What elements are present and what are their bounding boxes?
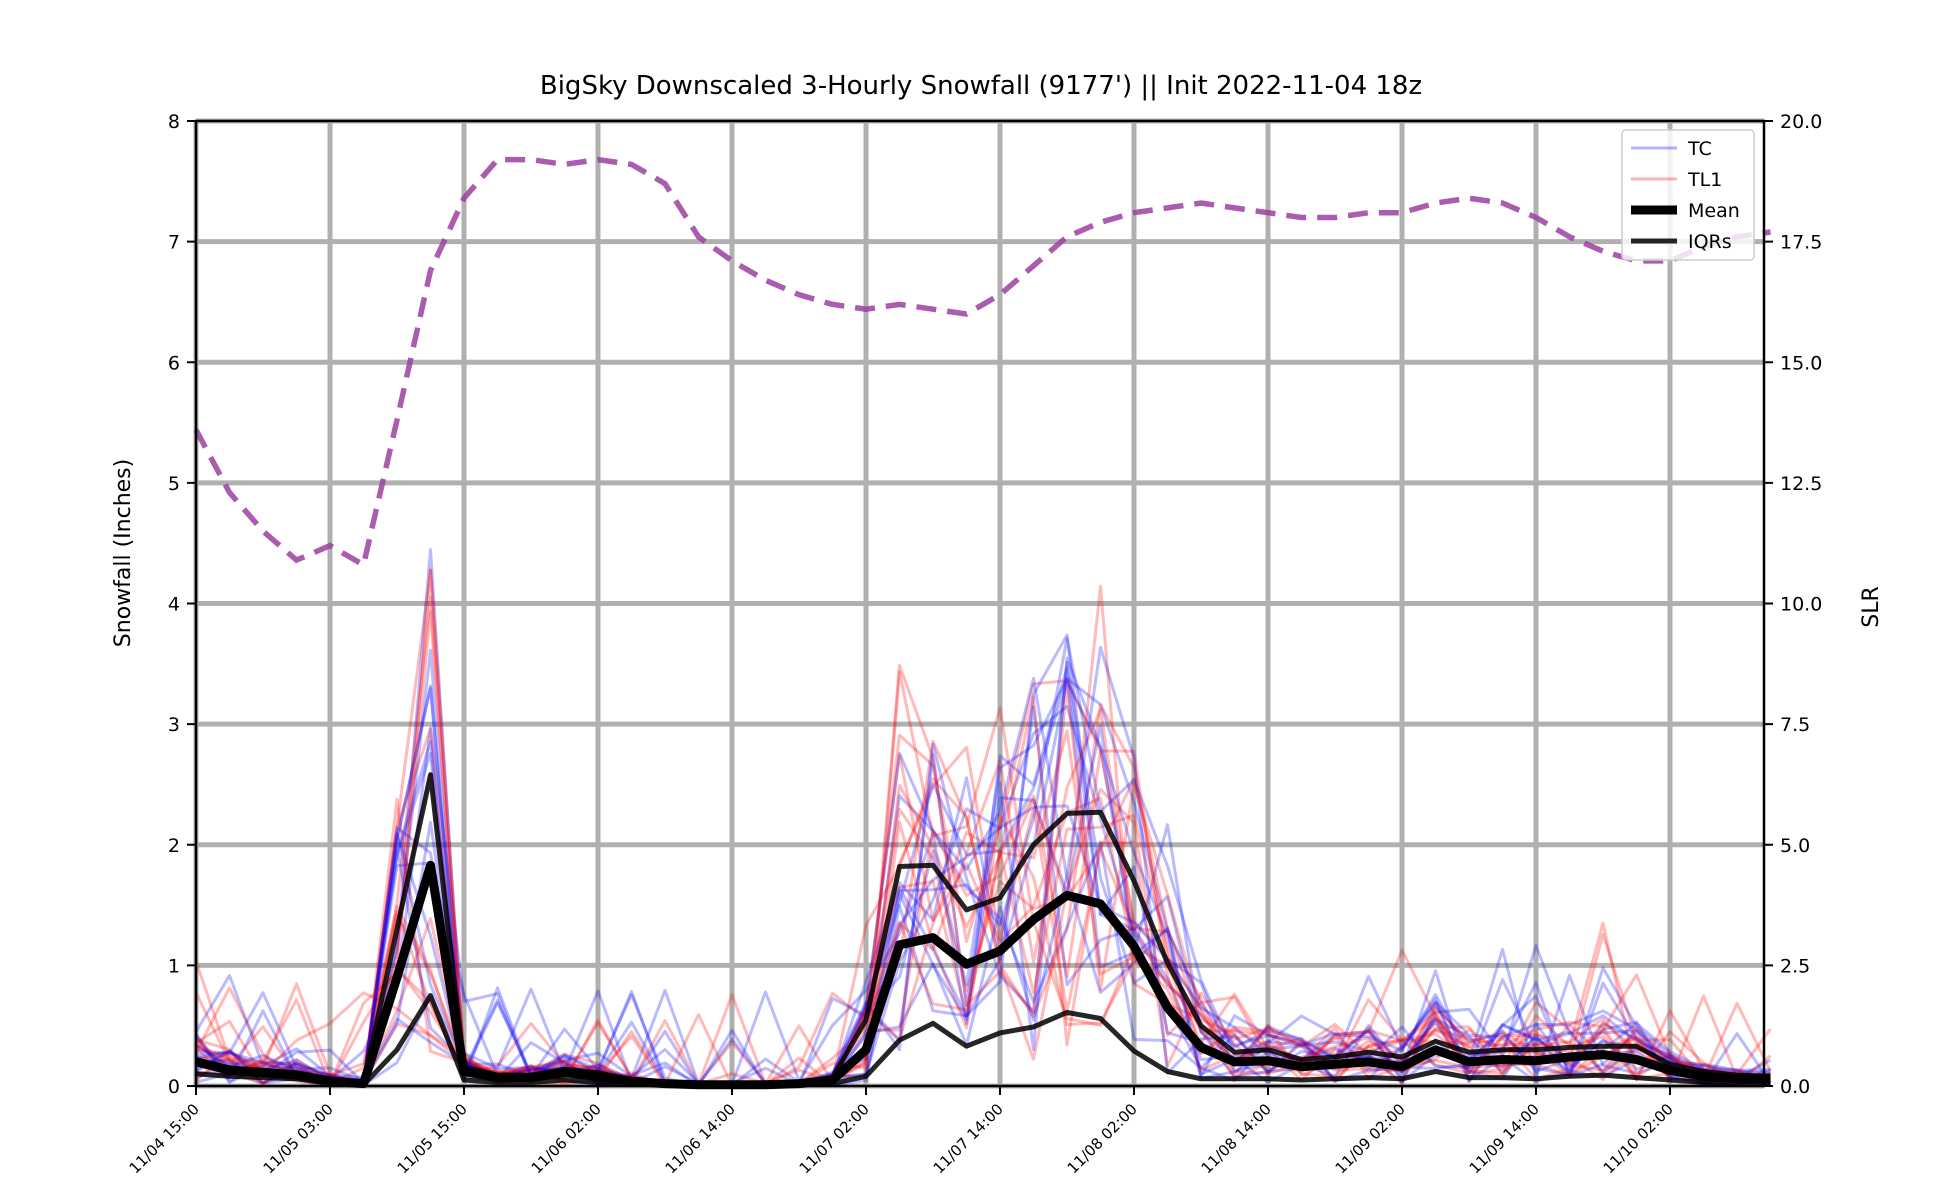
y-axis-label: Snowfall (Inches) <box>111 459 136 647</box>
y-tick-label: 5 <box>168 473 180 495</box>
ensemble-member-line <box>195 568 1772 1087</box>
x-tick-label: 11/04 15:00 <box>126 1100 203 1177</box>
x-tick-label: 11/07 14:00 <box>930 1100 1007 1177</box>
chart-title: BigSky Downscaled 3-Hourly Snowfall (917… <box>540 71 1422 101</box>
y2-tick-label: 2.5 <box>1780 955 1810 977</box>
x-tick-label: 11/06 02:00 <box>528 1100 605 1177</box>
legend: TC TL1 Mean IQRs <box>1621 129 1755 261</box>
y2-tick-label: 15.0 <box>1780 352 1822 374</box>
slr-dashed-line <box>193 156 1771 570</box>
y2-tick-label: 0.0 <box>1780 1076 1810 1098</box>
x-tick-label: 11/08 02:00 <box>1064 1100 1141 1177</box>
x-tick-label: 11/07 02:00 <box>796 1100 873 1177</box>
x-tick-label: 11/09 02:00 <box>1332 1100 1409 1177</box>
x-tick-label: 11/10 02:00 <box>1600 1100 1677 1177</box>
ensemble-member-line <box>195 705 1771 1087</box>
ensemble-member-line <box>195 610 1771 1088</box>
y-tick-label: 2 <box>168 835 180 857</box>
x-tick-label: 11/09 14:00 <box>1466 1100 1543 1177</box>
y2-tick-label: 12.5 <box>1780 473 1822 495</box>
x-tick-label: 11/08 14:00 <box>1198 1100 1275 1177</box>
y-tick-label: 6 <box>168 352 180 374</box>
x-tick-label: 11/05 03:00 <box>260 1100 337 1177</box>
legend-label: IQRs <box>1688 231 1732 253</box>
x-tick-label: 11/06 14:00 <box>662 1100 739 1177</box>
y-tick-label: 4 <box>168 594 180 616</box>
legend-label: Mean <box>1688 200 1740 222</box>
y-tick-label: 0 <box>168 1076 180 1098</box>
y-tick-label: 3 <box>168 714 180 736</box>
legend-box <box>1621 129 1755 261</box>
legend-label: TL1 <box>1687 169 1722 191</box>
y-tick-label: 7 <box>168 232 180 254</box>
y2-tick-label: 7.5 <box>1780 714 1810 736</box>
y2-axis-label: SLR <box>1859 586 1884 628</box>
y2-tick-label: 20.0 <box>1780 111 1822 133</box>
y2-tick-label: 17.5 <box>1780 232 1822 254</box>
iqr-line <box>195 993 1771 1089</box>
x-tick-label: 11/05 15:00 <box>394 1100 471 1177</box>
series-lines <box>193 156 1771 1090</box>
y2-tick-label: 10.0 <box>1780 594 1822 616</box>
legend-label: TC <box>1687 138 1712 160</box>
y2-tick-label: 5.0 <box>1780 835 1810 857</box>
y-tick-label: 1 <box>168 955 180 977</box>
iqr-line <box>195 772 1771 1087</box>
y-tick-label: 8 <box>168 111 180 133</box>
ensemble-member-line <box>195 548 1771 1086</box>
